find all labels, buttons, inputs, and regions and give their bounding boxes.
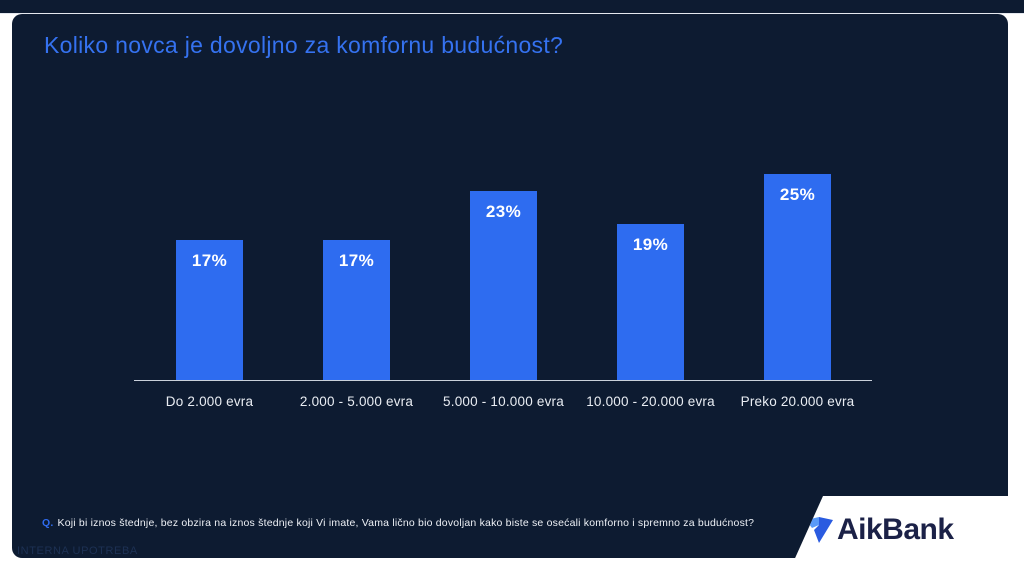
bar-value-label: 19% xyxy=(632,235,669,254)
internal-use-watermark: INTERNA UPOTREBA xyxy=(17,545,138,557)
bar-value-label: 25% xyxy=(779,185,816,204)
bar-value-label: 17% xyxy=(191,251,228,270)
bar-value-label: 23% xyxy=(485,202,522,221)
bar-4: 19% xyxy=(617,224,684,380)
category-label: 2.000 - 5.000 evra xyxy=(299,394,414,409)
category-label: Do 2.000 evra xyxy=(165,394,254,409)
category-label: Preko 20.000 evra xyxy=(740,394,855,409)
x-axis-line xyxy=(134,379,872,381)
bar-3: 23% xyxy=(470,191,537,380)
bar-1: 17% xyxy=(176,240,243,380)
survey-question-footnote: Q. Koji bi iznos štednje, bez obzira na i… xyxy=(42,517,754,529)
footnote-q-prefix: Q. xyxy=(42,517,54,529)
category-label: 5.000 - 10.000 evra xyxy=(443,394,564,409)
top-edge-strip xyxy=(0,0,1024,13)
logo-plate: AikBank xyxy=(787,496,1024,576)
slide-title: Koliko novca je dovoljno za komfornu bud… xyxy=(44,32,564,58)
bar-chart: 17% Do 2.000 evra 17% 2.000 - 5.000 evra 23%… xyxy=(134,160,872,409)
bar-5: 25% xyxy=(764,174,831,380)
bank-logo: AikBank xyxy=(805,515,954,545)
category-label: 10.000 - 20.000 evra xyxy=(586,394,715,409)
panel-top-seam xyxy=(0,13,1024,14)
aikbank-logo-text: AikBank xyxy=(837,513,954,546)
bar-value-label: 17% xyxy=(338,251,375,270)
bar-2: 17% xyxy=(323,240,390,380)
footnote-text: Koji bi iznos štednje, bez obzira na izn… xyxy=(57,517,755,529)
